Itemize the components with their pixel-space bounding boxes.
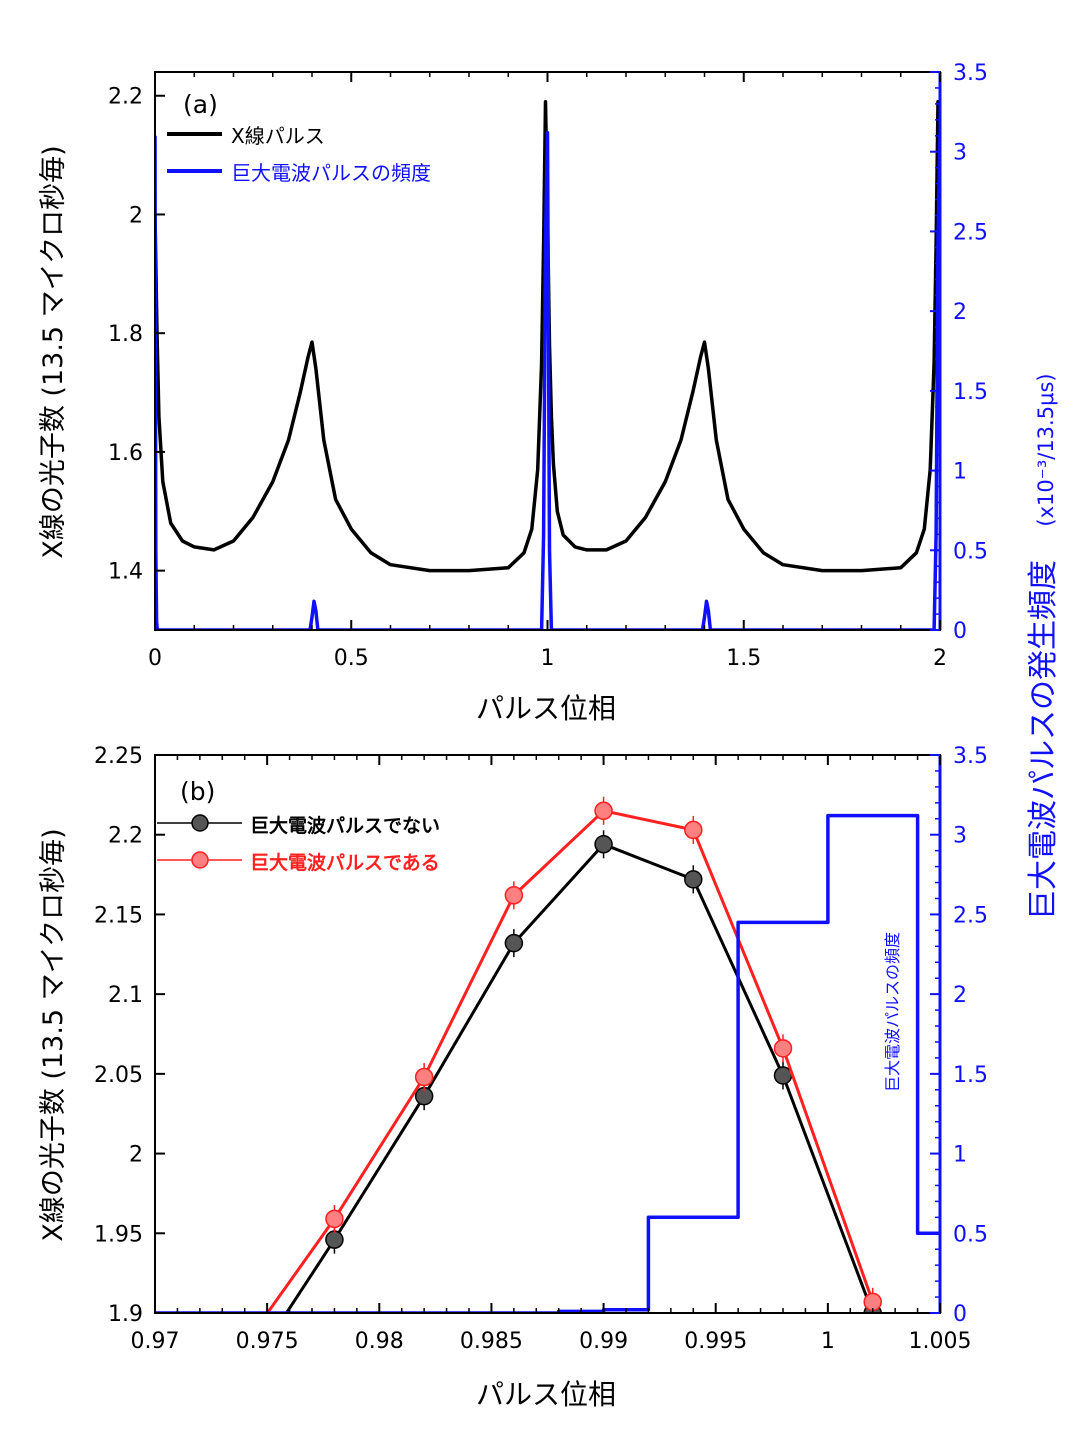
panel-b-ytick-right-label-0: 0: [953, 1302, 967, 1327]
panel-b-ytick-left-label-4: 2.1: [108, 983, 143, 1008]
panel-b-ytick-right-label-3: 1.5: [953, 1063, 988, 1088]
panel-a-x-axis-label: パルス位相: [476, 692, 616, 725]
legend-label-gp-frequency: 巨大電波パルスの頻度: [231, 161, 431, 185]
panel-a-ytick-left-label-3: 2: [129, 203, 143, 228]
panel-b-xtick-label-4: 0.99: [579, 1329, 628, 1354]
panel-b-ytick-right-label-1: 0.5: [953, 1222, 988, 1247]
panel-b-xtick-label-5: 0.995: [684, 1329, 747, 1354]
panel-a-ytick-right-label-1: 0.5: [953, 539, 988, 564]
panel-b-ytick-left-label-1: 1.95: [94, 1222, 143, 1247]
panel-b-series-2-line: [155, 813, 940, 1313]
panel-b-ytick-right-label-7: 3.5: [953, 744, 988, 769]
panel-b-ytick-right-label-2: 1: [953, 1143, 967, 1168]
panel-b-xtick-label-6: 1: [821, 1329, 835, 1354]
panel-b-series-1-line: [265, 809, 875, 1313]
panel-b-x-axis-label: パルス位相: [476, 1378, 616, 1411]
panel-b-series-1-point-1: [325, 1209, 344, 1229]
panel-b-series-0-point-5: [684, 870, 703, 889]
panel-b-ytick-left-label-3: 2.05: [94, 1063, 143, 1088]
panel-b-series-1-point-3: [504, 886, 524, 905]
panel-b-label: (b): [180, 777, 215, 806]
panel-a-label: (a): [183, 90, 218, 119]
panel-a-plot-area: [155, 99, 940, 630]
legend-label-xray: X線パルス: [231, 124, 325, 148]
panel-b-series-0-point-4: [594, 835, 613, 854]
panel-b-xtick-label-3: 0.985: [460, 1329, 523, 1354]
panel-b-frame: [154, 754, 941, 1314]
panel-b-ytick-left-label-6: 2.2: [108, 824, 143, 849]
panel-b-xtick-label-0: 0.97: [131, 1329, 180, 1354]
panel-b-series-0-point-3: [504, 933, 524, 953]
panel-a-ytick-right-label-0: 0: [953, 619, 967, 644]
panel-b-ytick-left-label-2: 2: [129, 1143, 143, 1168]
panel-b-series-1-point-7: [863, 1292, 882, 1312]
panel-a-left-axis-label: X線の光子数 (13.5 マイクロ秒毎): [38, 145, 69, 558]
legend-label-with-gp: 巨大電波パルスである: [250, 851, 440, 874]
panel-b-gp-frequency-annotation: 巨大電波パルスの頻度: [883, 932, 902, 1092]
panel-a-series: [155, 99, 940, 630]
panel-b-series-1-point-5: [684, 820, 703, 840]
panel-b: 0.97 0.975 0.98 0.985 0.99 0.995 1 1.005 1.9 1.95…: [38, 744, 988, 1411]
panel-b-series-0-line: [284, 842, 875, 1313]
panel-a-ytick-left-label-2: 1.8: [108, 322, 143, 347]
right-axis-label-main: 巨大電波パルスの発生頻度: [1026, 560, 1061, 920]
panel-b-ytick-right-label-5: 2.5: [953, 903, 988, 928]
legend-swatch-no-gp-marker: [191, 814, 209, 832]
panel-a-legend: X線パルス 巨大電波パルスの頻度: [167, 124, 431, 185]
panel-b-ytick-left-label-5: 2.15: [94, 903, 143, 928]
panel-a-xtick-label-3: 1.5: [726, 646, 761, 671]
panel-b-ytick-left-label-0: 1.9: [108, 1302, 143, 1327]
panel-b-series-1-point-2: [414, 1067, 434, 1087]
panel-b-xtick-label-2: 0.98: [355, 1329, 404, 1354]
panel-a-ytick-right-label-2: 1: [953, 460, 967, 485]
panel-a-ytick-left-label-1: 1.6: [108, 441, 143, 466]
legend-swatch-with-gp-marker: [191, 851, 209, 869]
panel-b-series: [155, 796, 940, 1385]
panel-a: 0 0.5 1 1.5 2 1.4 1.6 1.8 2 2.2 0 0.5 1 1.5 2 2.5 3 3.5 (…: [38, 61, 988, 725]
panel-b-xtick-label-7: 1.005: [909, 1329, 972, 1354]
panel-a-ytick-left-label-4: 2.2: [108, 85, 143, 110]
legend-label-no-gp: 巨大電波パルスでない: [250, 814, 440, 837]
panel-a-ytick-left-label-0: 1.4: [108, 560, 143, 585]
panel-a-series-1-line: [155, 130, 940, 630]
panel-b-series-0-point-0: [236, 1368, 253, 1385]
panel-b-xtick-label-1: 0.975: [236, 1329, 299, 1354]
panel-b-plot-area: [155, 796, 940, 1385]
panel-a-xtick-label-4: 2: [933, 646, 947, 671]
panel-b-ytick-right-label-6: 3: [953, 824, 967, 849]
panel-b-series-1-point-6: [773, 1039, 793, 1058]
panel-a-ytick-right-label-5: 2.5: [953, 220, 988, 245]
right-axis-label: 巨大電波パルスの発生頻度 (x10⁻³/13.5μs): [1026, 373, 1061, 920]
panel-b-axes: 0.97 0.975 0.98 0.985 0.99 0.995 1 1.005 1.9 1.95…: [94, 744, 988, 1354]
panel-a-axes: 0 0.5 1 1.5 2 1.4 1.6 1.8 2 2.2 0 0.5 1 1.5 2 2.5 3 3.5: [108, 61, 988, 671]
panel-a-xtick-label-0: 0: [148, 646, 162, 671]
panel-b-ytick-left-label-7: 2.25: [94, 744, 143, 769]
panel-a-ytick-right-label-6: 3: [953, 141, 967, 166]
panel-a-ytick-right-label-7: 3.5: [953, 61, 988, 86]
panel-a-xtick-label-1: 0.5: [334, 646, 369, 671]
panel-a-xtick-label-2: 1: [541, 646, 555, 671]
panel-a-ytick-right-label-3: 1.5: [953, 380, 988, 405]
panel-b-legend: 巨大電波パルスでない 巨大電波パルスである: [157, 814, 440, 874]
panel-b-series-1-point-4: [594, 801, 613, 821]
panel-b-ytick-right-label-4: 2: [953, 983, 967, 1008]
panel-b-left-axis-label: X線の光子数 (13.5 マイクロ秒毎): [38, 828, 69, 1241]
panel-a-ytick-right-label-4: 2: [953, 300, 967, 325]
right-axis-label-unit: (x10⁻³/13.5μs): [1034, 373, 1058, 526]
panel-b-series-0-point-1: [325, 1230, 344, 1249]
